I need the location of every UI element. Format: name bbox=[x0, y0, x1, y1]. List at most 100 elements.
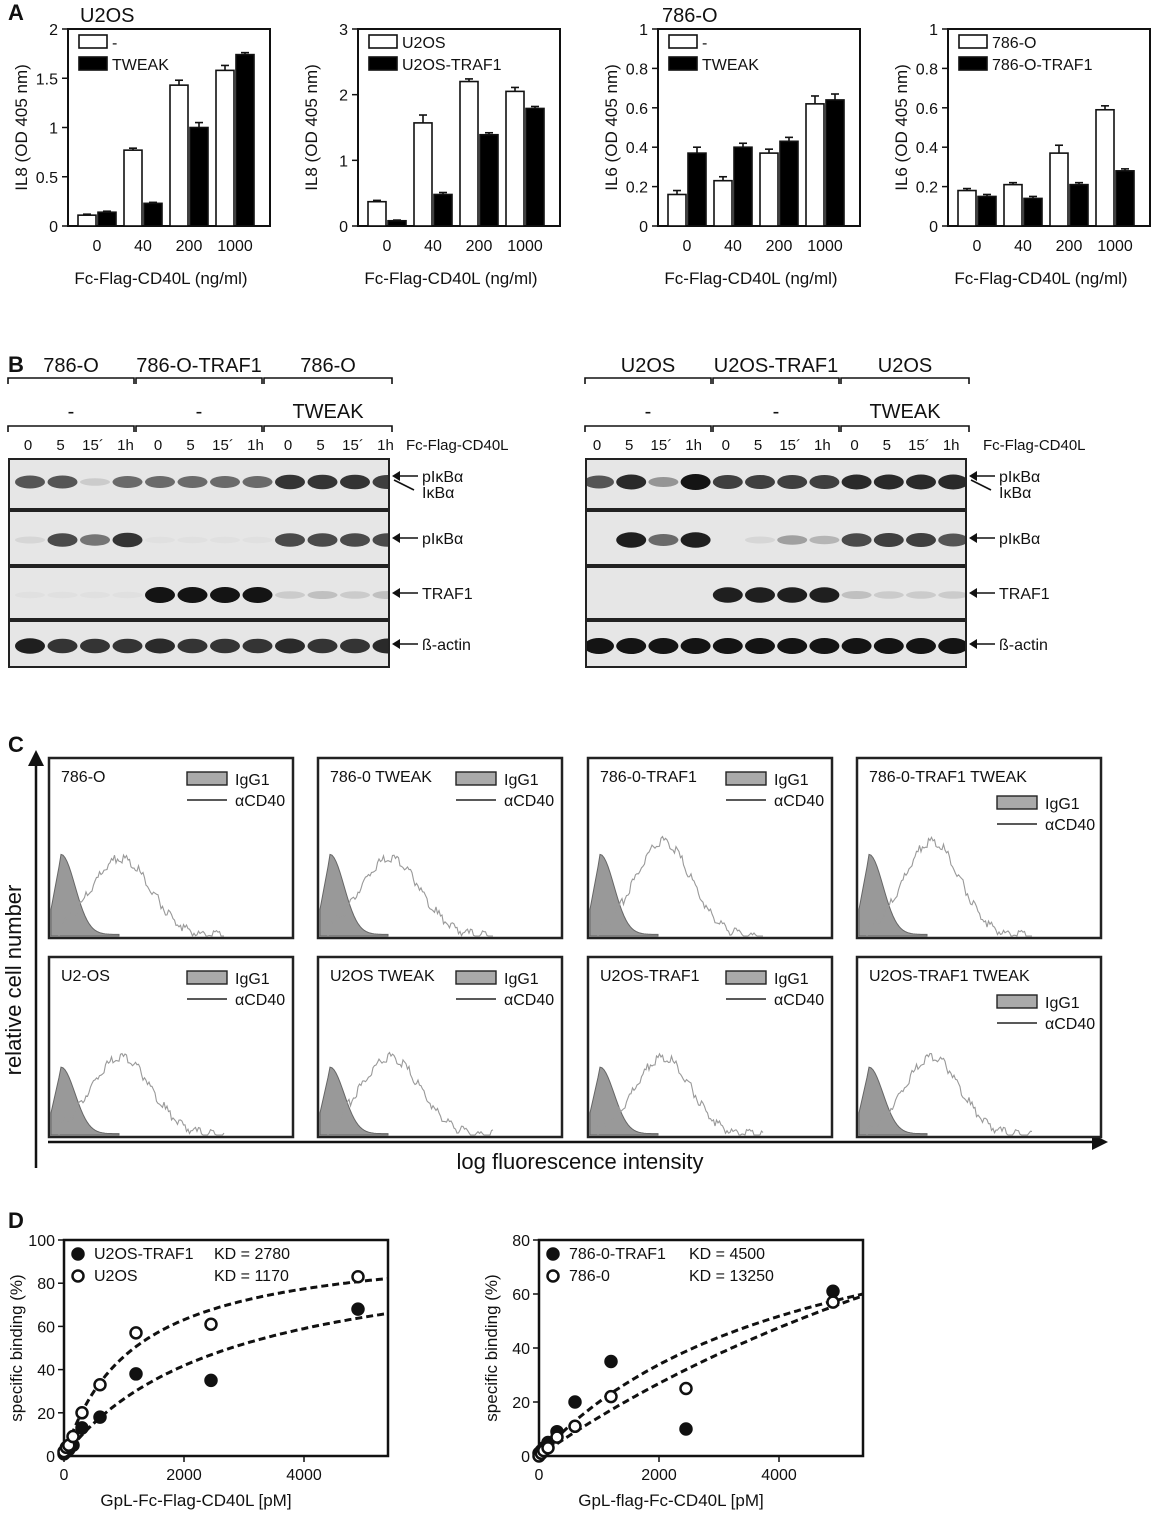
band bbox=[712, 587, 743, 603]
plot-frame bbox=[947, 28, 1151, 227]
x-tick-label: 4000 bbox=[761, 1467, 797, 1484]
x-axis-label: GpL-Fc-Flag-CD40L [pM] bbox=[100, 1491, 291, 1510]
lane-label: 0 bbox=[24, 437, 32, 454]
blot-treatment-label: - bbox=[196, 401, 203, 423]
band bbox=[841, 474, 872, 490]
blot-strip bbox=[8, 620, 390, 668]
x-axis-label: Fc-Flag-CD40L (ng/ml) bbox=[664, 269, 837, 288]
blot-protein-label: pIκBα bbox=[999, 531, 1040, 548]
band bbox=[242, 536, 273, 544]
legend-fill-swatch bbox=[996, 994, 1038, 1009]
legend-label: TWEAK bbox=[702, 57, 759, 74]
bar bbox=[1095, 108, 1115, 227]
lane-label: 1h bbox=[685, 437, 702, 454]
group-bracket bbox=[135, 377, 263, 384]
x-tick-label: 0 bbox=[973, 238, 982, 255]
bar bbox=[525, 107, 545, 227]
band bbox=[777, 475, 808, 489]
legend-label: 786-0 bbox=[569, 1268, 610, 1285]
bar bbox=[805, 103, 825, 227]
y-tick-label: 0 bbox=[46, 1449, 55, 1466]
band bbox=[112, 638, 143, 654]
legend-fill-label: IgG1 bbox=[235, 772, 270, 789]
x-tick-label: 40 bbox=[424, 238, 442, 255]
band bbox=[938, 638, 965, 654]
bar-chart-A1: U2OS 0 0.5 1 1.5 2 IL8 (OD 405 nm) 0 40 200 1000 Fc… bbox=[12, 5, 271, 288]
band bbox=[648, 638, 679, 654]
blot-row-label: ß-actin bbox=[392, 637, 471, 654]
cd40-histogram bbox=[58, 853, 224, 938]
band bbox=[745, 536, 775, 544]
legend-label: 786-O bbox=[992, 35, 1036, 52]
blot-strip bbox=[8, 458, 390, 510]
blot-strip bbox=[585, 620, 967, 668]
bar bbox=[479, 133, 499, 227]
x-tick-label: 200 bbox=[766, 238, 793, 255]
band bbox=[340, 638, 370, 654]
lane-label: 0 bbox=[154, 437, 162, 454]
igg1-histogram bbox=[50, 1066, 120, 1136]
legend-line-label: αCD40 bbox=[1045, 1016, 1095, 1033]
band bbox=[841, 591, 872, 599]
lane-label: 1h bbox=[247, 437, 264, 454]
band bbox=[275, 591, 305, 599]
blot-protein-label: pIκBα bbox=[999, 469, 1040, 486]
y-tick-label: 0 bbox=[929, 219, 938, 236]
y-tick-label: 1 bbox=[639, 22, 648, 39]
y-tick-label: 40 bbox=[512, 1341, 530, 1358]
cd40-histogram bbox=[327, 853, 493, 938]
bar bbox=[77, 214, 97, 227]
bar bbox=[825, 99, 845, 227]
band bbox=[340, 533, 370, 547]
plot-frame bbox=[62, 1238, 390, 1458]
data-point bbox=[604, 1389, 618, 1404]
band bbox=[307, 638, 338, 654]
legend-fill-label: IgG1 bbox=[504, 971, 539, 988]
lane-label: 5 bbox=[625, 437, 633, 454]
data-point bbox=[93, 1377, 107, 1392]
legend-swatch bbox=[78, 34, 108, 49]
bar bbox=[387, 219, 407, 227]
x-tick-label: 40 bbox=[1014, 238, 1032, 255]
histogram-title: 786-0-TRAF1 TWEAK bbox=[869, 769, 1027, 786]
blot-strip bbox=[8, 510, 390, 566]
legend-swatch bbox=[668, 34, 698, 49]
x-tick-label: 2000 bbox=[641, 1467, 677, 1484]
legend-fill-swatch bbox=[725, 771, 767, 786]
legend-fill-label: IgG1 bbox=[504, 772, 539, 789]
arrow-line bbox=[393, 479, 415, 491]
band bbox=[145, 638, 175, 654]
data-point bbox=[826, 1295, 840, 1309]
blot-protein-label: pIκBα bbox=[422, 531, 463, 548]
legend-fill-label: IgG1 bbox=[1045, 995, 1080, 1012]
y-tick-label: 0.6 bbox=[626, 101, 648, 118]
blot-group-label: U2OS-TRAF1 bbox=[714, 355, 838, 377]
blot-strip bbox=[585, 458, 967, 510]
band bbox=[80, 591, 110, 599]
panel-letter-c: C bbox=[8, 732, 24, 757]
band bbox=[210, 638, 240, 654]
arrow-head bbox=[392, 471, 400, 481]
data-point bbox=[75, 1421, 89, 1435]
flow-x-label: log fluorescence intensity bbox=[456, 1149, 703, 1174]
lane-label: 1h bbox=[814, 437, 831, 454]
band bbox=[80, 534, 110, 546]
band bbox=[112, 476, 143, 488]
lane-label: 1h bbox=[377, 437, 394, 454]
band bbox=[587, 638, 614, 654]
x-tick-label: 200 bbox=[1056, 238, 1083, 255]
x-tick-label: 1000 bbox=[807, 238, 843, 255]
band bbox=[809, 475, 840, 489]
blot-group-label: 786-O-TRAF1 bbox=[136, 355, 262, 377]
histogram-frame bbox=[47, 955, 295, 1139]
band bbox=[938, 474, 965, 490]
blot-row-label: ß-actin bbox=[969, 637, 1048, 654]
bar bbox=[433, 193, 453, 227]
bar bbox=[957, 189, 977, 227]
legend-line-label: αCD40 bbox=[504, 793, 554, 810]
blot-bands bbox=[587, 638, 965, 654]
data-point bbox=[129, 1367, 143, 1381]
legend-fill-swatch bbox=[186, 970, 228, 985]
